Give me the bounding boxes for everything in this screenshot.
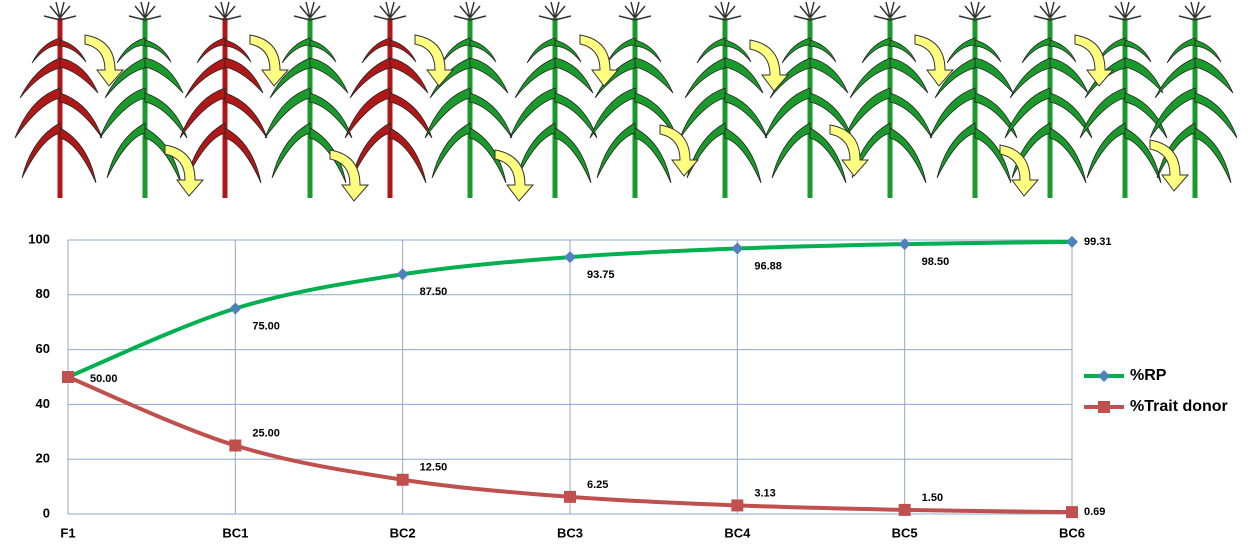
marker bbox=[62, 371, 74, 383]
marker bbox=[1066, 506, 1078, 518]
marker bbox=[899, 504, 911, 516]
marker bbox=[397, 268, 409, 280]
marker bbox=[1066, 236, 1078, 248]
marker bbox=[229, 303, 241, 315]
marker bbox=[731, 499, 743, 511]
x-tick-label: BC2 bbox=[390, 525, 416, 540]
x-tick-label: BC6 bbox=[1059, 525, 1085, 540]
x-tick-label: BC5 bbox=[892, 525, 918, 540]
value-label: 12.50 bbox=[420, 462, 448, 474]
value-label: 0.69 bbox=[1084, 506, 1105, 518]
marker bbox=[1098, 401, 1110, 413]
value-label: 75.00 bbox=[252, 320, 280, 332]
value-label: 25.00 bbox=[252, 427, 280, 439]
x-tick-label: BC4 bbox=[724, 525, 751, 540]
value-label: 99.31 bbox=[1084, 236, 1112, 248]
legend-label: %RP bbox=[1130, 367, 1167, 384]
page: 0 20 40 60 80 100 F1 BC1 BC2 BC3 BC4 BC5 BC6 50.00 75.… bbox=[0, 0, 1254, 547]
value-label: 1.50 bbox=[922, 492, 943, 504]
marker bbox=[731, 243, 743, 255]
x-tick-label: BC3 bbox=[557, 525, 583, 540]
value-label: 6.25 bbox=[587, 479, 608, 491]
y-tick-label: 100 bbox=[28, 231, 50, 246]
marker bbox=[397, 474, 409, 486]
marker bbox=[564, 491, 576, 503]
y-tick-label: 40 bbox=[36, 396, 50, 411]
x-tick-label: BC1 bbox=[222, 525, 248, 540]
x-tick-label: F1 bbox=[60, 525, 75, 540]
value-label: 98.50 bbox=[922, 256, 950, 268]
y-tick-label: 20 bbox=[36, 451, 50, 466]
legend-label: %Trait donor bbox=[1130, 398, 1228, 415]
chart: 0 20 40 60 80 100 F1 BC1 BC2 BC3 BC4 BC5 BC6 50.00 75.… bbox=[0, 0, 1254, 547]
value-label: 87.50 bbox=[420, 286, 448, 298]
y-tick-label: 60 bbox=[36, 341, 50, 356]
value-label: 50.00 bbox=[90, 373, 118, 385]
y-tick-label: 0 bbox=[43, 505, 50, 520]
marker bbox=[564, 251, 576, 263]
value-label: 96.88 bbox=[754, 260, 782, 272]
marker bbox=[229, 440, 241, 452]
y-tick-label: 80 bbox=[36, 286, 50, 301]
plants-illustration bbox=[15, 2, 1237, 201]
value-label: 93.75 bbox=[587, 269, 615, 281]
marker bbox=[1098, 370, 1110, 382]
value-label: 3.13 bbox=[754, 487, 775, 499]
